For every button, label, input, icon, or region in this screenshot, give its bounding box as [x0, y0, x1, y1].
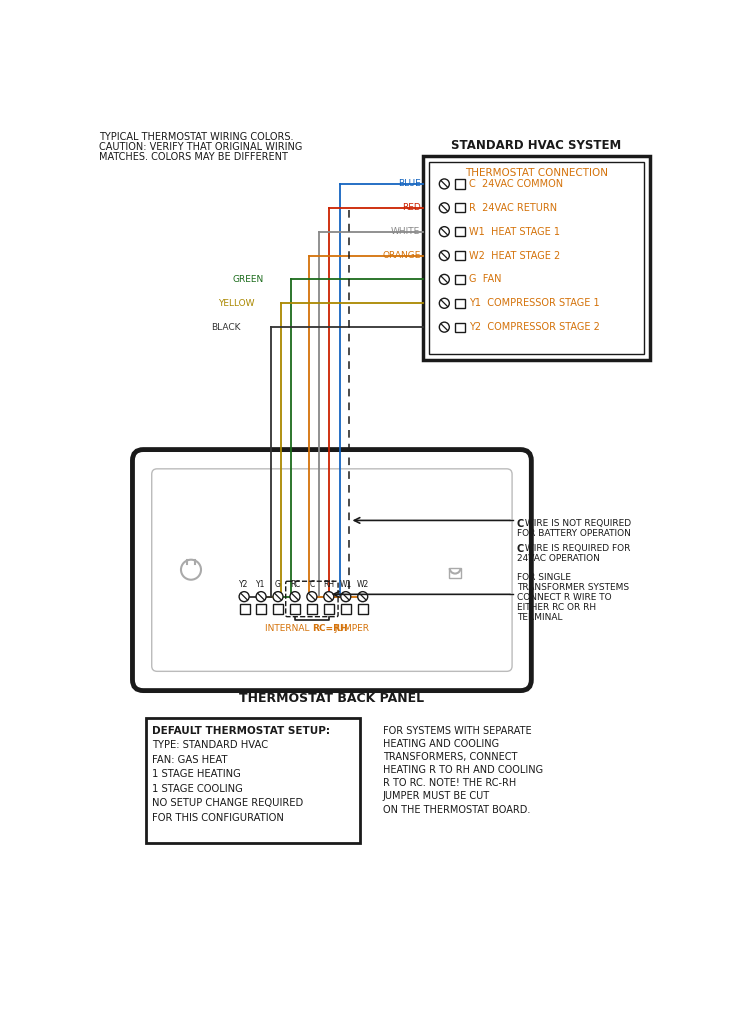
- Circle shape: [341, 592, 351, 602]
- Text: TYPICAL THERMOSTAT WIRING COLORS.: TYPICAL THERMOSTAT WIRING COLORS.: [99, 133, 294, 143]
- Circle shape: [357, 592, 368, 602]
- Text: RED: RED: [402, 204, 420, 213]
- FancyBboxPatch shape: [429, 162, 644, 355]
- Bar: [358, 605, 368, 614]
- Text: TRANSFORMERS, CONNECT: TRANSFORMERS, CONNECT: [383, 753, 517, 762]
- Text: THERMOSTAT CONNECTION: THERMOSTAT CONNECTION: [465, 168, 608, 177]
- Text: HEATING R TO RH AND COOLING: HEATING R TO RH AND COOLING: [383, 765, 543, 775]
- Circle shape: [439, 298, 450, 308]
- Text: C  24VAC COMMON: C 24VAC COMMON: [469, 179, 563, 189]
- Text: INTERNAL: INTERNAL: [265, 624, 312, 632]
- Bar: [273, 605, 284, 614]
- Text: FOR SINGLE: FOR SINGLE: [517, 572, 571, 581]
- Bar: [449, 568, 461, 578]
- Text: STANDARD HVAC SYSTEM: STANDARD HVAC SYSTEM: [451, 139, 621, 152]
- Circle shape: [439, 275, 450, 285]
- Text: W2  HEAT STAGE 2: W2 HEAT STAGE 2: [469, 250, 560, 260]
- Text: JUMPER: JUMPER: [332, 624, 369, 632]
- Text: Y1  COMPRESSOR STAGE 1: Y1 COMPRESSOR STAGE 1: [469, 298, 599, 308]
- Circle shape: [307, 592, 317, 602]
- Circle shape: [256, 592, 266, 602]
- Bar: [455, 204, 465, 213]
- Text: W2: W2: [357, 580, 369, 589]
- Bar: [290, 605, 300, 614]
- Circle shape: [439, 250, 450, 260]
- Text: CONNECT R WIRE TO: CONNECT R WIRE TO: [517, 593, 611, 602]
- Text: FOR THIS CONFIGURATION: FOR THIS CONFIGURATION: [152, 813, 284, 823]
- Text: WIRE IS NOT REQUIRED: WIRE IS NOT REQUIRED: [522, 519, 631, 528]
- Text: NO SETUP CHANGE REQUIRED: NO SETUP CHANGE REQUIRED: [152, 798, 303, 808]
- Circle shape: [439, 203, 450, 213]
- Text: BLACK: BLACK: [211, 323, 241, 331]
- Text: WIRE IS REQUIRED FOR: WIRE IS REQUIRED FOR: [522, 544, 630, 552]
- Bar: [341, 605, 351, 614]
- Text: JUMPER MUST BE CUT: JUMPER MUST BE CUT: [383, 791, 490, 801]
- Text: W1  HEAT STAGE 1: W1 HEAT STAGE 1: [469, 227, 560, 237]
- FancyBboxPatch shape: [145, 718, 360, 843]
- Bar: [240, 605, 249, 614]
- Text: DEFAULT THERMOSTAT SETUP:: DEFAULT THERMOSTAT SETUP:: [152, 726, 330, 736]
- Text: 1 STAGE HEATING: 1 STAGE HEATING: [152, 769, 240, 779]
- Text: R  24VAC RETURN: R 24VAC RETURN: [469, 203, 557, 213]
- Circle shape: [239, 592, 249, 602]
- Text: MATCHES. COLORS MAY BE DIFFERENT: MATCHES. COLORS MAY BE DIFFERENT: [99, 152, 288, 162]
- Circle shape: [439, 179, 450, 189]
- Text: YELLOW: YELLOW: [219, 299, 255, 308]
- Text: FOR BATTERY OPERATION: FOR BATTERY OPERATION: [517, 529, 631, 538]
- Text: C: C: [309, 580, 314, 589]
- Text: WHITE: WHITE: [391, 227, 420, 236]
- Text: CAUTION: VERIFY THAT ORIGINAL WIRING: CAUTION: VERIFY THAT ORIGINAL WIRING: [99, 143, 303, 152]
- Bar: [307, 605, 317, 614]
- Circle shape: [290, 592, 300, 602]
- Circle shape: [273, 592, 283, 602]
- Text: W1: W1: [340, 580, 352, 589]
- Text: HEATING AND COOLING: HEATING AND COOLING: [383, 739, 499, 749]
- Text: THERMOSTAT BACK PANEL: THERMOSTAT BACK PANEL: [239, 692, 425, 705]
- Bar: [455, 275, 465, 284]
- Text: C: C: [517, 519, 524, 529]
- Text: Y1: Y1: [257, 580, 266, 589]
- Text: C: C: [517, 544, 524, 553]
- Bar: [455, 179, 465, 188]
- Text: FAN: GAS HEAT: FAN: GAS HEAT: [152, 755, 227, 765]
- Text: RH: RH: [323, 580, 334, 589]
- Text: 24VAC OPERATION: 24VAC OPERATION: [517, 553, 599, 562]
- Text: EITHER RC OR RH: EITHER RC OR RH: [517, 603, 596, 612]
- Bar: [455, 227, 465, 236]
- Text: GREEN: GREEN: [233, 275, 264, 284]
- Bar: [455, 251, 465, 260]
- Text: ON THE THERMOSTAT BOARD.: ON THE THERMOSTAT BOARD.: [383, 804, 530, 814]
- Bar: [257, 605, 267, 614]
- Text: RC: RC: [289, 580, 300, 589]
- Text: FOR SYSTEMS WITH SEPARATE: FOR SYSTEMS WITH SEPARATE: [383, 726, 531, 736]
- Bar: [455, 322, 465, 332]
- Text: TERMINAL: TERMINAL: [517, 613, 562, 622]
- Text: RC=RH: RC=RH: [312, 624, 347, 632]
- FancyBboxPatch shape: [152, 469, 512, 672]
- Bar: [325, 605, 334, 614]
- Circle shape: [439, 227, 450, 237]
- Text: G  FAN: G FAN: [469, 275, 501, 285]
- Text: 1 STAGE COOLING: 1 STAGE COOLING: [152, 784, 243, 794]
- FancyBboxPatch shape: [132, 450, 531, 691]
- Text: Y2: Y2: [240, 580, 249, 589]
- Text: G: G: [275, 580, 281, 589]
- Text: Y2  COMPRESSOR STAGE 2: Y2 COMPRESSOR STAGE 2: [469, 322, 600, 332]
- Text: BLUE: BLUE: [398, 179, 420, 188]
- Bar: [455, 299, 465, 308]
- Text: TYPE: STANDARD HVAC: TYPE: STANDARD HVAC: [152, 739, 268, 750]
- Text: ORANGE: ORANGE: [382, 251, 420, 260]
- Circle shape: [324, 592, 334, 602]
- Text: TRANSFORMER SYSTEMS: TRANSFORMER SYSTEMS: [517, 582, 629, 592]
- Circle shape: [439, 322, 450, 332]
- Text: R TO RC. NOTE! THE RC-RH: R TO RC. NOTE! THE RC-RH: [383, 778, 516, 788]
- Circle shape: [181, 560, 201, 579]
- FancyBboxPatch shape: [423, 156, 650, 361]
